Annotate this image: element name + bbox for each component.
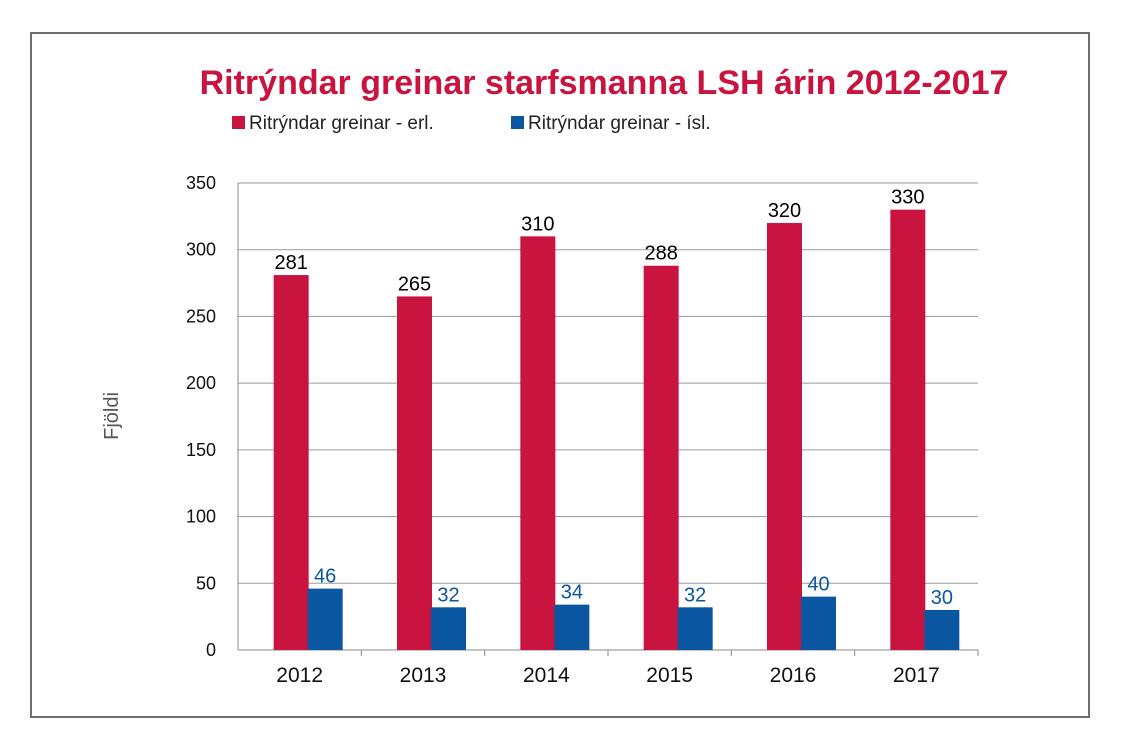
legend-label-isl: Ritrýndar greinar - ísl. [528,113,711,134]
data-label-erl-2012: 281 [274,252,307,274]
y-tick-label-0: 0 [206,640,216,660]
bar-isl-2012 [307,588,343,650]
data-label-isl-2016: 40 [807,574,829,596]
data-label-erl-2016: 320 [768,200,801,222]
data-label-isl-2017: 30 [931,587,953,609]
legend-swatch-erl [232,116,245,129]
y-tick-label-300: 300 [186,240,216,260]
y-tick-label-200: 200 [186,373,216,393]
legend-swatch-isl [511,116,524,129]
bar-isl-2013 [431,607,466,650]
bar-isl-2017 [924,609,960,650]
y-ticks: 0 50 100 150 200 250 300 350 [186,173,216,660]
bar-erl-2017 [890,209,926,650]
bars-layer [273,209,960,650]
y-axis-label: Fjöldi [101,392,123,440]
data-label-isl-2012: 46 [314,566,336,588]
x-tick-label-2014: 2014 [523,664,570,687]
chart-frame: Ritrýndar greinar starfsmanna LSH árin 2… [30,32,1090,718]
x-ticks: 2012 2013 2014 2015 2016 2017 [276,650,979,687]
legend: Ritrýndar greinar - erl. Ritrýndar grein… [232,113,711,134]
bar-erl-2016 [767,223,802,650]
y-tick-label-100: 100 [186,507,216,527]
chart-title: Ritrýndar greinar starfsmanna LSH árin 2… [200,64,1009,102]
bar-erl-2013 [397,296,432,650]
bar-isl-2014 [554,604,590,650]
y-tick-label-150: 150 [186,440,216,460]
labels-layer: 281 46 265 32 310 34 288 32 320 40 330 30 [274,187,952,609]
bar-isl-2016 [801,596,836,650]
data-label-erl-2013: 265 [398,273,431,295]
x-tick-label-2015: 2015 [646,664,693,687]
bar-erl-2014 [520,236,556,650]
x-tick-label-2013: 2013 [400,664,447,687]
y-tick-label-50: 50 [196,573,216,593]
data-label-erl-2017: 330 [891,187,924,209]
grid-layer [237,182,978,651]
bar-erl-2015 [643,265,679,650]
data-label-isl-2014: 34 [561,582,583,604]
legend-label-erl: Ritrýndar greinar - erl. [249,113,434,134]
data-label-erl-2015: 288 [644,243,677,265]
data-label-isl-2015: 32 [684,584,706,606]
chart-svg: Ritrýndar greinar starfsmanna LSH árin 2… [101,64,1009,687]
bar-erl-2012 [273,275,309,650]
y-tick-label-350: 350 [186,173,216,193]
x-tick-label-2012: 2012 [276,664,323,687]
y-tick-label-250: 250 [186,306,216,326]
bar-isl-2015 [677,607,713,650]
x-tick-label-2016: 2016 [770,664,817,687]
x-tick-label-2017: 2017 [893,664,940,687]
data-label-isl-2013: 32 [437,584,459,606]
data-label-erl-2014: 310 [521,213,554,235]
